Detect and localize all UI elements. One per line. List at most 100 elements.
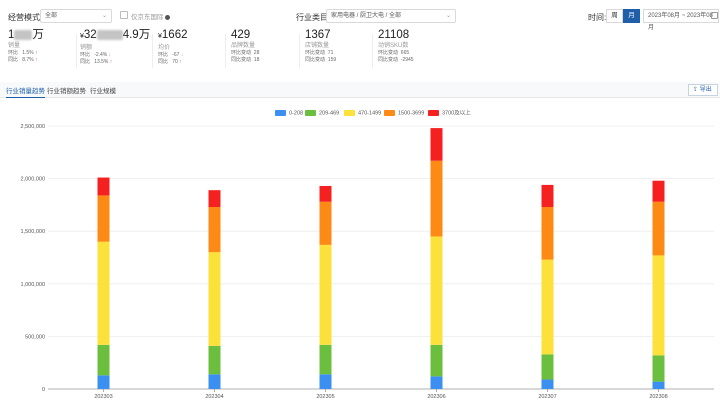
bar-segment[interactable] (430, 344, 443, 377)
bar-segment[interactable] (208, 252, 221, 346)
kpi-yoy: 同比变动 18 (231, 57, 260, 63)
kpi-name: 品牌数量 (231, 43, 256, 49)
legend-item[interactable]: 0-208 (275, 110, 303, 117)
bar-segment[interactable] (430, 160, 443, 237)
kpi-value: 1367 (305, 29, 331, 41)
arrow-up-icon: ↑ (179, 59, 182, 65)
bar-segment[interactable] (652, 355, 665, 382)
chevron-down-icon: ⌄ (101, 13, 107, 19)
legend-item[interactable]: 209-469 (305, 110, 339, 117)
chart-tabs: 行业销量趋势 行业销额趋势 行业规模 ⇪ 导出 (0, 82, 720, 98)
legend-swatch (344, 110, 355, 116)
x-tick-label: 202306 (427, 394, 445, 400)
kpi-sku-count: 21108 动销SKU数 环比变动 665 同比变动 -2945 (378, 28, 448, 72)
x-tick-label: 202308 (649, 394, 667, 400)
y-tick-label: 500,000 (25, 334, 45, 340)
kpi-mom: 环比 1.5% ↑ (8, 50, 38, 56)
kpi-value: ¥32 4.9万 (80, 29, 151, 41)
arrow-up-icon: ↑ (109, 59, 113, 65)
mode-select[interactable]: 全部 ⌄ (40, 9, 112, 23)
period-month-button[interactable]: 月 (623, 9, 640, 23)
bar-segment[interactable] (319, 344, 332, 375)
arrow-up-icon: ↑ (34, 57, 38, 63)
bar-segment[interactable] (97, 375, 110, 389)
kpi-mom: 环比变动 665 (378, 50, 410, 56)
divider (152, 34, 153, 68)
kpi-mom: 环比变动 71 (305, 50, 334, 56)
category-select[interactable]: 家用电器 / 厨卫大电 / 全部 ⌄ (326, 9, 456, 23)
legend-swatch (384, 110, 395, 116)
kpi-name: 动销SKU数 (378, 43, 409, 49)
divider (76, 34, 77, 68)
arrow-up-icon: ↑ (34, 50, 38, 56)
kpi-yoy: 同比变动 -2945 (378, 57, 414, 63)
bar-segment[interactable] (97, 241, 110, 345)
bar-segment[interactable] (430, 376, 443, 389)
bar-segment[interactable] (319, 244, 332, 345)
arrow-down-icon: ↓ (108, 52, 112, 58)
bar-segment[interactable] (541, 259, 554, 355)
arrow-down-icon: ↓ (180, 52, 184, 58)
time-label: 时间: (588, 13, 607, 22)
kpi-yoy: 同比变动 159 (305, 57, 337, 63)
y-tick-label: 1,000,000 (21, 282, 45, 288)
calendar-icon (711, 12, 718, 19)
bar-segment[interactable] (319, 185, 332, 202)
tab-industry-scale[interactable]: 行业规模 (90, 88, 116, 95)
bar-segment[interactable] (208, 345, 221, 375)
bar-segment[interactable] (208, 374, 221, 389)
kpi-yoy: 同比 8.7% ↑ (8, 57, 38, 63)
kpi-yoy: 同比 13.5% ↑ (80, 59, 113, 65)
divider (299, 34, 300, 68)
bar-segment[interactable] (97, 344, 110, 376)
bar-segment[interactable] (652, 381, 665, 389)
date-range-picker[interactable]: 2023年08月 ~ 2023年08月 (643, 9, 719, 31)
bar-segment[interactable] (652, 255, 665, 356)
bar-segment[interactable] (208, 190, 221, 208)
date-range-value: 2023年08月 ~ 2023年08月 (648, 13, 713, 31)
bar-segment[interactable] (430, 236, 443, 345)
legend-item[interactable]: 1500-3699 (384, 110, 424, 117)
bar-segment[interactable] (97, 195, 110, 242)
bar-segment[interactable] (319, 374, 332, 389)
mode-select-value: 全部 (45, 13, 58, 19)
y-tick-label: 2,500,000 (21, 124, 45, 130)
category-label: 行业类目: (296, 13, 331, 22)
bar-segment[interactable] (652, 180, 665, 202)
x-tick-label: 202305 (316, 394, 334, 400)
y-tick-label: 0 (42, 387, 45, 393)
y-tick-label: 2,000,000 (21, 177, 45, 183)
legend-swatch (428, 110, 439, 116)
period-week-button[interactable]: 周 (606, 9, 623, 23)
tab-sales-amount-trend[interactable]: 行业销额趋势 (47, 88, 86, 95)
mode-label: 经营模式: (8, 13, 43, 22)
jd-only-checkbox[interactable] (120, 11, 128, 19)
kpi-value: 429 (231, 29, 251, 41)
jd-only-label: 仅京东国际 (131, 11, 170, 21)
bar-segment[interactable] (97, 177, 110, 196)
kpi-name: 店铺数量 (305, 43, 330, 49)
kpi-store-count: 1367 店铺数量 环比变动 71 同比变动 159 (305, 28, 371, 72)
kpi-mom: 环比 -67 ↓ (158, 52, 184, 58)
bar-segment[interactable] (541, 354, 554, 380)
bar-segment[interactable] (541, 379, 554, 389)
bar-segment[interactable] (541, 207, 554, 260)
kpi-name: 销额 (80, 45, 93, 51)
stacked-bar-chart: 0 500,000 1,000,000 1,500,000 2,000,000 2,500… (21, 124, 714, 400)
kpi-avg-price: ¥1662 均价 环比 -67 ↓ 同比 70 ↑ (158, 28, 224, 72)
kpi-name: 均价 (158, 45, 171, 51)
tab-sales-volume-trend[interactable]: 行业销量趋势 (6, 85, 45, 98)
bar-segment[interactable] (208, 207, 221, 253)
legend-item[interactable]: 470-1499 (344, 110, 381, 117)
legend-item[interactable]: 3700及以上 (428, 110, 471, 117)
bar-segment[interactable] (541, 184, 554, 208)
bar-segment[interactable] (652, 201, 665, 256)
bar-segment[interactable] (319, 201, 332, 245)
export-button[interactable]: ⇪ 导出 (688, 84, 718, 96)
bar-segment[interactable] (430, 128, 443, 161)
legend-swatch (275, 110, 286, 116)
kpi-name: 销量 (8, 43, 21, 49)
